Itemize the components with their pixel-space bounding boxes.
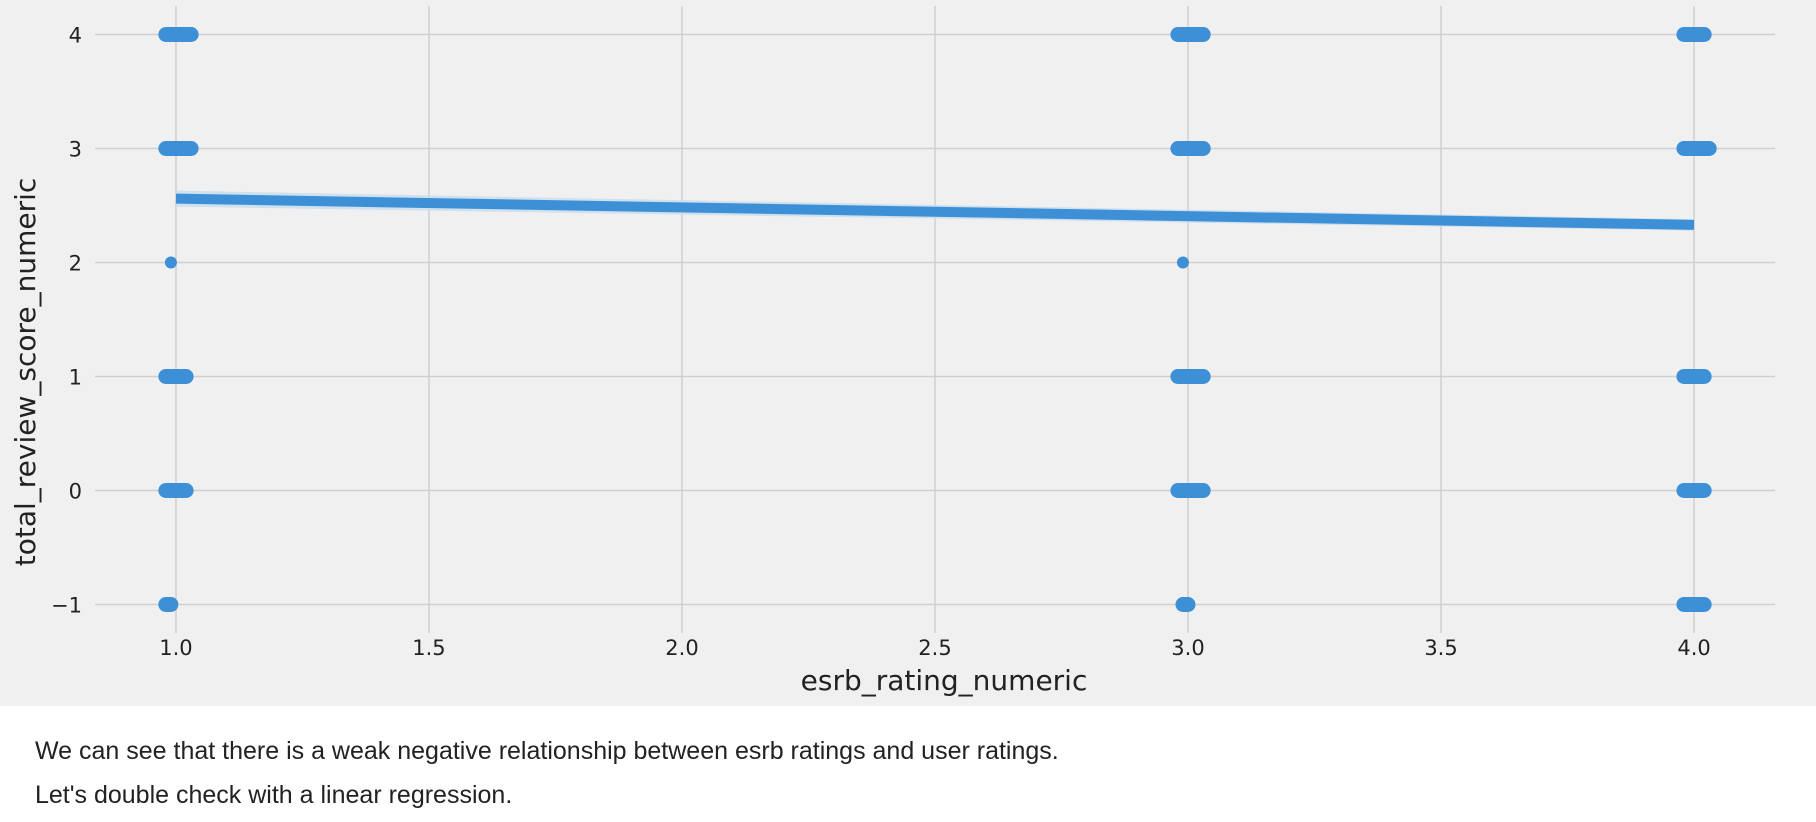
- figure-background: [0, 0, 1816, 706]
- scatter-plot-figure: 1.0 1.5 2.0 2.5 3.0 3.5 4.0 −1 0 1 2 3 4 esrb_rating…: [0, 0, 1816, 706]
- x-tick-label: 2.0: [665, 636, 698, 660]
- x-tick-label: 3.0: [1171, 636, 1204, 660]
- x-tick-label: 2.5: [918, 636, 951, 660]
- y-axis-title: total_review_score_numeric: [9, 178, 42, 567]
- x-tick-label: 1.0: [159, 636, 192, 660]
- y-tick-label: −1: [51, 594, 82, 618]
- y-tick-label: 4: [69, 24, 82, 48]
- regression-line-group: [175, 193, 1695, 230]
- regression-line: [175, 193, 1695, 230]
- point-cluster-3-2: [1176, 256, 1189, 269]
- y-tick-label: 3: [69, 138, 82, 162]
- markdown-cell: We can see that there is a weak negative…: [35, 734, 1775, 822]
- y-tick-label: 1: [69, 366, 82, 390]
- regression-scatter-chart: 1.0 1.5 2.0 2.5 3.0 3.5 4.0 −1 0 1 2 3 4 esrb_rating…: [0, 0, 1816, 706]
- tick-labels: 1.0 1.5 2.0 2.5 3.0 3.5 4.0 −1 0 1 2 3 4: [51, 24, 1711, 661]
- point-cluster-1-2: [164, 256, 177, 269]
- x-tick-label: 1.5: [412, 636, 445, 660]
- x-tick-label: 3.5: [1424, 636, 1457, 660]
- next-step-text: Let's double check with a linear regress…: [35, 781, 513, 809]
- scatter-points: [158, 27, 1717, 612]
- x-axis-title: esrb_rating_numeric: [801, 664, 1088, 697]
- y-tick-label: 0: [69, 480, 82, 504]
- observation-text: We can see that there is a weak negative…: [35, 737, 1059, 765]
- y-tick-label: 2: [69, 252, 82, 276]
- x-tick-label: 4.0: [1677, 636, 1710, 660]
- grid-lines: [95, 6, 1775, 633]
- scatter-point: [1176, 256, 1189, 269]
- scatter-point: [164, 256, 177, 269]
